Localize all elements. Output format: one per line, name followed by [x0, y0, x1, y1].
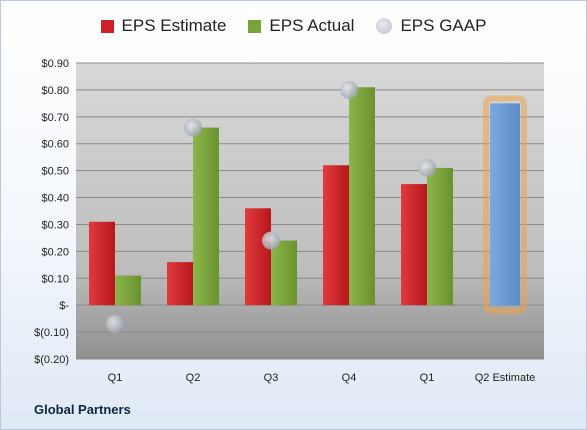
- bar-eps-estimate: [245, 208, 271, 306]
- y-tick-label: $0.10: [41, 273, 69, 285]
- y-tick-label: $0.60: [41, 139, 69, 151]
- bar-eps-estimate: [401, 184, 427, 306]
- y-tick-label: $0.30: [41, 219, 69, 231]
- x-tick-label: Q3: [264, 372, 279, 384]
- plot-area: [76, 63, 544, 359]
- bar-eps-estimate: [89, 221, 115, 306]
- y-tick-label: $0.90: [41, 58, 69, 70]
- marker-eps-gaap: [418, 158, 436, 177]
- y-tick-label: $(0.20): [34, 354, 69, 366]
- bar-eps-actual: [193, 127, 219, 306]
- y-axis-labels: $0.90 $0.80 $0.70 $0.60 $0.50 $0.40 $0.30 $0.20…: [34, 58, 69, 366]
- y-tick-label: $0.70: [41, 112, 69, 124]
- bar-eps-actual: [349, 87, 375, 306]
- marker-eps-gaap: [184, 118, 202, 137]
- future-estimate-glow: [483, 95, 527, 315]
- y-tick-label: $0.40: [41, 193, 69, 205]
- x-tick-label: Q2 Estimate: [475, 372, 536, 384]
- legend-label-estimate: EPS Estimate: [121, 16, 227, 35]
- x-tick-label: Q2: [186, 372, 201, 384]
- legend-label-actual: EPS Actual: [269, 16, 355, 35]
- x-tick-label: Q4: [342, 372, 357, 384]
- legend-swatch-estimate: [100, 19, 114, 33]
- marker-eps-gaap: [106, 315, 124, 334]
- marker-eps-gaap: [262, 231, 280, 250]
- marker-eps-gaap: [340, 80, 358, 99]
- x-axis-labels: Q1 Q2 Q3 Q4 Q1 Q2 Estimate: [108, 372, 536, 384]
- y-tick-label: $(0.10): [34, 327, 69, 339]
- bar-eps-actual: [271, 240, 297, 306]
- bar-eps-estimate: [323, 165, 349, 306]
- gridlines: [76, 62, 544, 360]
- legend-swatch-gaap: [376, 18, 393, 34]
- y-tick-label: $0.50: [41, 166, 69, 178]
- legend-label-gaap: EPS GAAP: [400, 16, 487, 35]
- legend-item-actual: EPS Actual: [248, 16, 354, 36]
- bar-eps-estimate: [167, 262, 193, 306]
- bar-future-estimate: [490, 103, 520, 306]
- bars: [89, 80, 527, 334]
- bar-eps-actual: [115, 275, 141, 306]
- company-name: Global Partners: [34, 402, 131, 417]
- x-tick-label: Q1: [420, 372, 435, 384]
- y-tick-label: $0.20: [41, 246, 69, 258]
- x-tick-label: Q1: [108, 372, 123, 384]
- bar-eps-actual: [427, 167, 453, 306]
- legend-swatch-actual: [248, 19, 262, 33]
- legend-item-gaap: EPS GAAP: [376, 16, 486, 36]
- y-tick-label: $0.80: [41, 85, 69, 97]
- legend-item-estimate: EPS Estimate: [100, 16, 227, 36]
- chart-legend: EPS Estimate EPS Actual EPS GAAP: [0, 16, 587, 36]
- y-tick-label: $-: [59, 300, 69, 312]
